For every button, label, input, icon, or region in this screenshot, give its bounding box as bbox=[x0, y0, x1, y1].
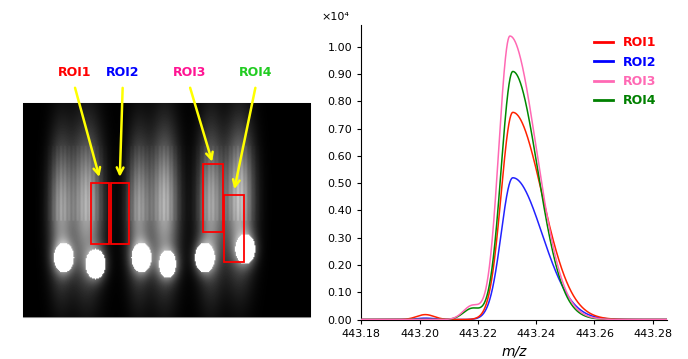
ROI1 bbox=[474, 315, 482, 319]
ROI3 bbox=[556, 273, 564, 277]
ROI2 bbox=[663, 317, 671, 322]
Line: ROI2: ROI2 bbox=[361, 178, 667, 320]
X-axis label: m/z: m/z bbox=[502, 344, 527, 358]
ROI2 bbox=[413, 317, 421, 321]
ROI3 bbox=[663, 317, 671, 322]
ROI1 bbox=[609, 317, 617, 321]
ROI1 bbox=[413, 314, 421, 319]
ROI4 bbox=[585, 315, 594, 320]
Bar bbox=[23, 103, 310, 317]
ROI2 bbox=[474, 316, 482, 320]
ROI2 bbox=[541, 240, 549, 244]
ROI1 bbox=[357, 317, 365, 322]
ROI1 bbox=[556, 262, 564, 267]
ROI4 bbox=[508, 69, 517, 74]
ROI3 bbox=[609, 317, 617, 322]
Text: ROI2: ROI2 bbox=[106, 66, 140, 79]
ROI2 bbox=[585, 313, 594, 317]
ROI3 bbox=[357, 317, 365, 322]
Bar bbox=[203, 164, 223, 232]
ROI3 bbox=[506, 34, 514, 38]
ROI3 bbox=[585, 314, 594, 319]
ROI1 bbox=[541, 204, 549, 209]
ROI1 bbox=[663, 317, 671, 322]
Line: ROI1: ROI1 bbox=[361, 112, 667, 320]
Bar bbox=[91, 183, 109, 244]
ROI4 bbox=[609, 317, 617, 322]
ROI4 bbox=[413, 317, 421, 322]
ROI1 bbox=[585, 311, 594, 315]
ROI2 bbox=[609, 317, 617, 321]
ROI4 bbox=[556, 278, 564, 282]
Line: ROI3: ROI3 bbox=[361, 36, 667, 320]
Text: ROI3: ROI3 bbox=[173, 66, 206, 79]
Bar bbox=[224, 195, 244, 262]
ROI1 bbox=[508, 110, 517, 115]
ROI4 bbox=[541, 210, 549, 214]
ROI2 bbox=[357, 317, 365, 322]
ROI3 bbox=[413, 317, 421, 322]
Text: ROI4: ROI4 bbox=[239, 66, 272, 79]
Bar bbox=[111, 183, 129, 244]
ROI4 bbox=[663, 317, 671, 322]
ROI2 bbox=[556, 280, 564, 284]
Legend: ROI1, ROI2, ROI3, ROI4: ROI1, ROI2, ROI3, ROI4 bbox=[589, 31, 661, 112]
Text: ×10⁴: ×10⁴ bbox=[321, 12, 350, 22]
Line: ROI4: ROI4 bbox=[361, 71, 667, 320]
ROI4 bbox=[357, 317, 365, 322]
Text: ROI1: ROI1 bbox=[58, 66, 91, 79]
ROI3 bbox=[541, 201, 549, 205]
ROI3 bbox=[474, 302, 482, 306]
ROI2 bbox=[508, 176, 517, 180]
ROI4 bbox=[474, 306, 482, 310]
